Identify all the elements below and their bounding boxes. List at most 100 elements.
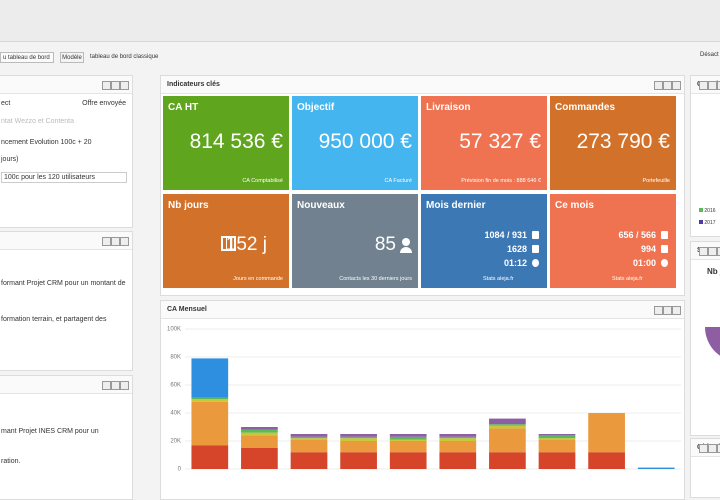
bar-segment (588, 452, 625, 469)
panel-button (120, 81, 129, 90)
panel-button (699, 444, 708, 453)
tile-value: 950 000 € (318, 130, 412, 153)
bar-segment (340, 434, 377, 437)
task-text: ration. (1, 458, 21, 465)
bar-segment (538, 439, 576, 453)
y-tick-label: 40K (170, 411, 181, 417)
panel-header (0, 376, 132, 394)
bar-segment (290, 439, 328, 453)
model-button[interactable]: Modèle (60, 52, 84, 63)
bar-segment (489, 424, 526, 426)
panel-button (708, 81, 717, 90)
bar-segment (389, 439, 427, 441)
task-text: formation terrain, et partagent des (1, 316, 107, 323)
bar-segment (637, 467, 675, 469)
tile-title: Nouveaux (297, 200, 345, 211)
y-tick-label: 0 (178, 467, 182, 473)
panel-button (672, 81, 681, 90)
panel-button (699, 247, 708, 256)
tile-title: Ce mois (555, 200, 594, 211)
bar-segment (191, 445, 229, 469)
bar-segment (538, 452, 576, 469)
bar-segment (489, 418, 526, 425)
bar-segment (191, 358, 229, 398)
chart: 0 20K 40K 60K 80K 100K (167, 327, 681, 473)
task-text: mant Projet INES CRM pour un (1, 428, 99, 435)
bar-segment (241, 448, 278, 469)
kpi-panel: Indicateurs clés CA HT 814 536 € CA Compta… (160, 75, 685, 296)
kpi-tile: Nouveaux 85 Contacts les 30 derniers jours (292, 194, 418, 288)
stat-icon (661, 259, 668, 267)
panel-button (672, 306, 681, 315)
panel-button (663, 306, 672, 315)
tile-caption: Stats aleja.fr (483, 276, 514, 282)
bar-segment (340, 438, 377, 441)
tile-title: Objectif (297, 102, 335, 113)
bar-segment (389, 441, 427, 453)
panel-button (111, 237, 120, 246)
tile-stat: 01:00 (632, 258, 656, 268)
panel-button (717, 444, 720, 453)
tile-caption: Contacts les 30 derniers jours (339, 276, 412, 282)
bar-segment (538, 435, 576, 439)
stat-icon (532, 259, 539, 267)
panel-button (120, 237, 129, 246)
pie-decoration (705, 292, 720, 362)
kpi-tile: Nb jours 152 j Jours en commande (163, 194, 289, 288)
task-text: ntat Wezzo et Contenta (1, 118, 75, 125)
legend-label: 2016 (704, 208, 716, 214)
tile-stat: 1084 / 931 (484, 230, 527, 240)
panel-button (708, 444, 717, 453)
bar-segment (439, 436, 477, 439)
dashboard-select[interactable]: u tableau de bord (0, 52, 54, 63)
panel-button (663, 81, 672, 90)
panel-button (708, 247, 717, 256)
bar-segment (389, 436, 427, 440)
bar-segment (290, 452, 328, 469)
panel-header (0, 76, 132, 94)
tile-title: Livraison (426, 102, 471, 113)
panel-button (654, 81, 663, 90)
bar-segment (439, 452, 477, 469)
tile-title: CA HT (168, 102, 199, 113)
legend-entry: 2016 (699, 208, 716, 214)
bar-segment (241, 432, 278, 436)
bar-segment (340, 452, 377, 469)
bar-segment (538, 438, 576, 440)
panel-button (102, 81, 111, 90)
calendar-icon (221, 236, 236, 251)
y-tick-label: 100K (167, 327, 181, 333)
bar-segment (290, 436, 328, 439)
bar-segment (340, 436, 377, 439)
objectif-panel: Objectif (690, 438, 720, 498)
tile-caption: Prévision fin de mois : 888 646 € (461, 178, 541, 184)
y-tick-label: 80K (170, 355, 181, 361)
bar-segment (241, 429, 278, 433)
panel-button (111, 81, 120, 90)
chart-title: CA Mensuel (161, 301, 684, 319)
kpi-tile: Commandes 273 790 € Portefeuille (550, 96, 676, 190)
bar-segment (389, 434, 427, 437)
panel-button (654, 306, 663, 315)
kpi-tile: Ce mois 656 / 566 994 01:00 Stats aleja.fr (550, 194, 676, 288)
tile-title: Mois dernier (426, 200, 486, 211)
deactivate-link[interactable]: Désact (700, 52, 719, 58)
bar-segment (389, 452, 427, 469)
ca-panel: CA N / N 2016 2017 (690, 75, 720, 237)
kpi-tile: Mois dernier 1084 / 931 1628 01:12 Stats ale… (421, 194, 547, 288)
bar-segment (241, 427, 278, 430)
legend-entry: 2017 (699, 220, 716, 226)
stats-panel: Stats Eq Nb j (690, 241, 720, 436)
panel-button (120, 381, 129, 390)
tile-stat: 994 (640, 244, 656, 254)
bar-segment (191, 397, 229, 399)
chart-panel: CA Mensuel 0 20K 40K 60K 80K 100K (160, 300, 685, 500)
task-text: jours) (1, 156, 19, 163)
panel-button (717, 81, 720, 90)
top-bar (0, 0, 720, 42)
tile-title: Nb jours (168, 200, 209, 211)
panel-button (102, 381, 111, 390)
model-name: tableau de bord classique (90, 54, 159, 60)
bar-segment (439, 441, 477, 453)
bar-segment (439, 434, 477, 437)
